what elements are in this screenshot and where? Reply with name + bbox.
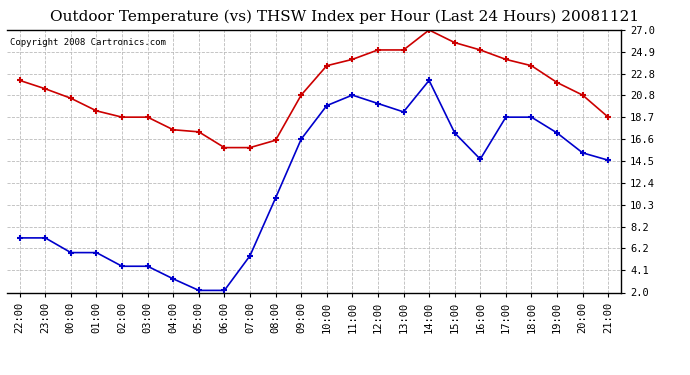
Text: Outdoor Temperature (vs) THSW Index per Hour (Last 24 Hours) 20081121: Outdoor Temperature (vs) THSW Index per … (50, 9, 640, 24)
Text: Copyright 2008 Cartronics.com: Copyright 2008 Cartronics.com (10, 38, 166, 47)
